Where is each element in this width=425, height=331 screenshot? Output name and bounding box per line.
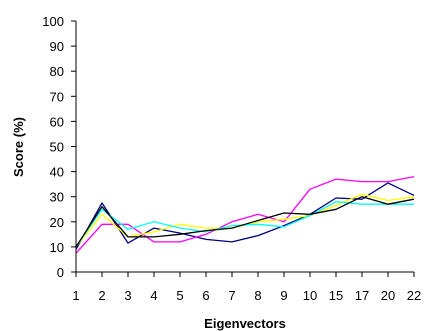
x-tick-label: 7 bbox=[228, 288, 235, 303]
x-tick-label: 5 bbox=[176, 288, 183, 303]
x-tick-label: 4 bbox=[150, 288, 157, 303]
y-axis-title: Score (%) bbox=[11, 117, 26, 177]
x-tick-label: 2 bbox=[98, 288, 105, 303]
x-axis-ticks: 1 2 3 4 5 6 7 8 9 10 15 17 20 22 bbox=[72, 272, 421, 303]
y-axis-ticks: 0 10 20 30 40 50 60 70 80 90 100 bbox=[42, 14, 76, 280]
x-axis-title: Eigenvectors bbox=[204, 316, 286, 331]
series-line-5 bbox=[75, 196, 415, 248]
series-layer bbox=[75, 175, 415, 254]
x-tick-label: 15 bbox=[329, 288, 343, 303]
series-line-1 bbox=[75, 182, 415, 250]
x-tick-label: 1 bbox=[72, 288, 79, 303]
y-tick-label: 10 bbox=[50, 240, 64, 255]
x-tick-label: 8 bbox=[254, 288, 261, 303]
y-tick-label: 0 bbox=[57, 265, 64, 280]
x-tick-label: 10 bbox=[303, 288, 317, 303]
x-tick-label: 22 bbox=[407, 288, 421, 303]
x-tick-label: 20 bbox=[381, 288, 395, 303]
y-tick-label: 100 bbox=[42, 14, 64, 29]
y-tick-label: 70 bbox=[50, 89, 64, 104]
y-tick-label: 80 bbox=[50, 64, 64, 79]
x-tick-label: 6 bbox=[202, 288, 209, 303]
y-tick-label: 50 bbox=[50, 140, 64, 155]
y-tick-label: 90 bbox=[50, 39, 64, 54]
y-tick-label: 30 bbox=[50, 190, 64, 205]
y-tick-label: 40 bbox=[50, 165, 64, 180]
x-tick-label: 3 bbox=[124, 288, 131, 303]
series-line-2 bbox=[75, 175, 415, 254]
y-tick-label: 60 bbox=[50, 114, 64, 129]
x-tick-label: 9 bbox=[280, 288, 287, 303]
y-tick-label: 20 bbox=[50, 215, 64, 230]
x-tick-label: 17 bbox=[355, 288, 369, 303]
